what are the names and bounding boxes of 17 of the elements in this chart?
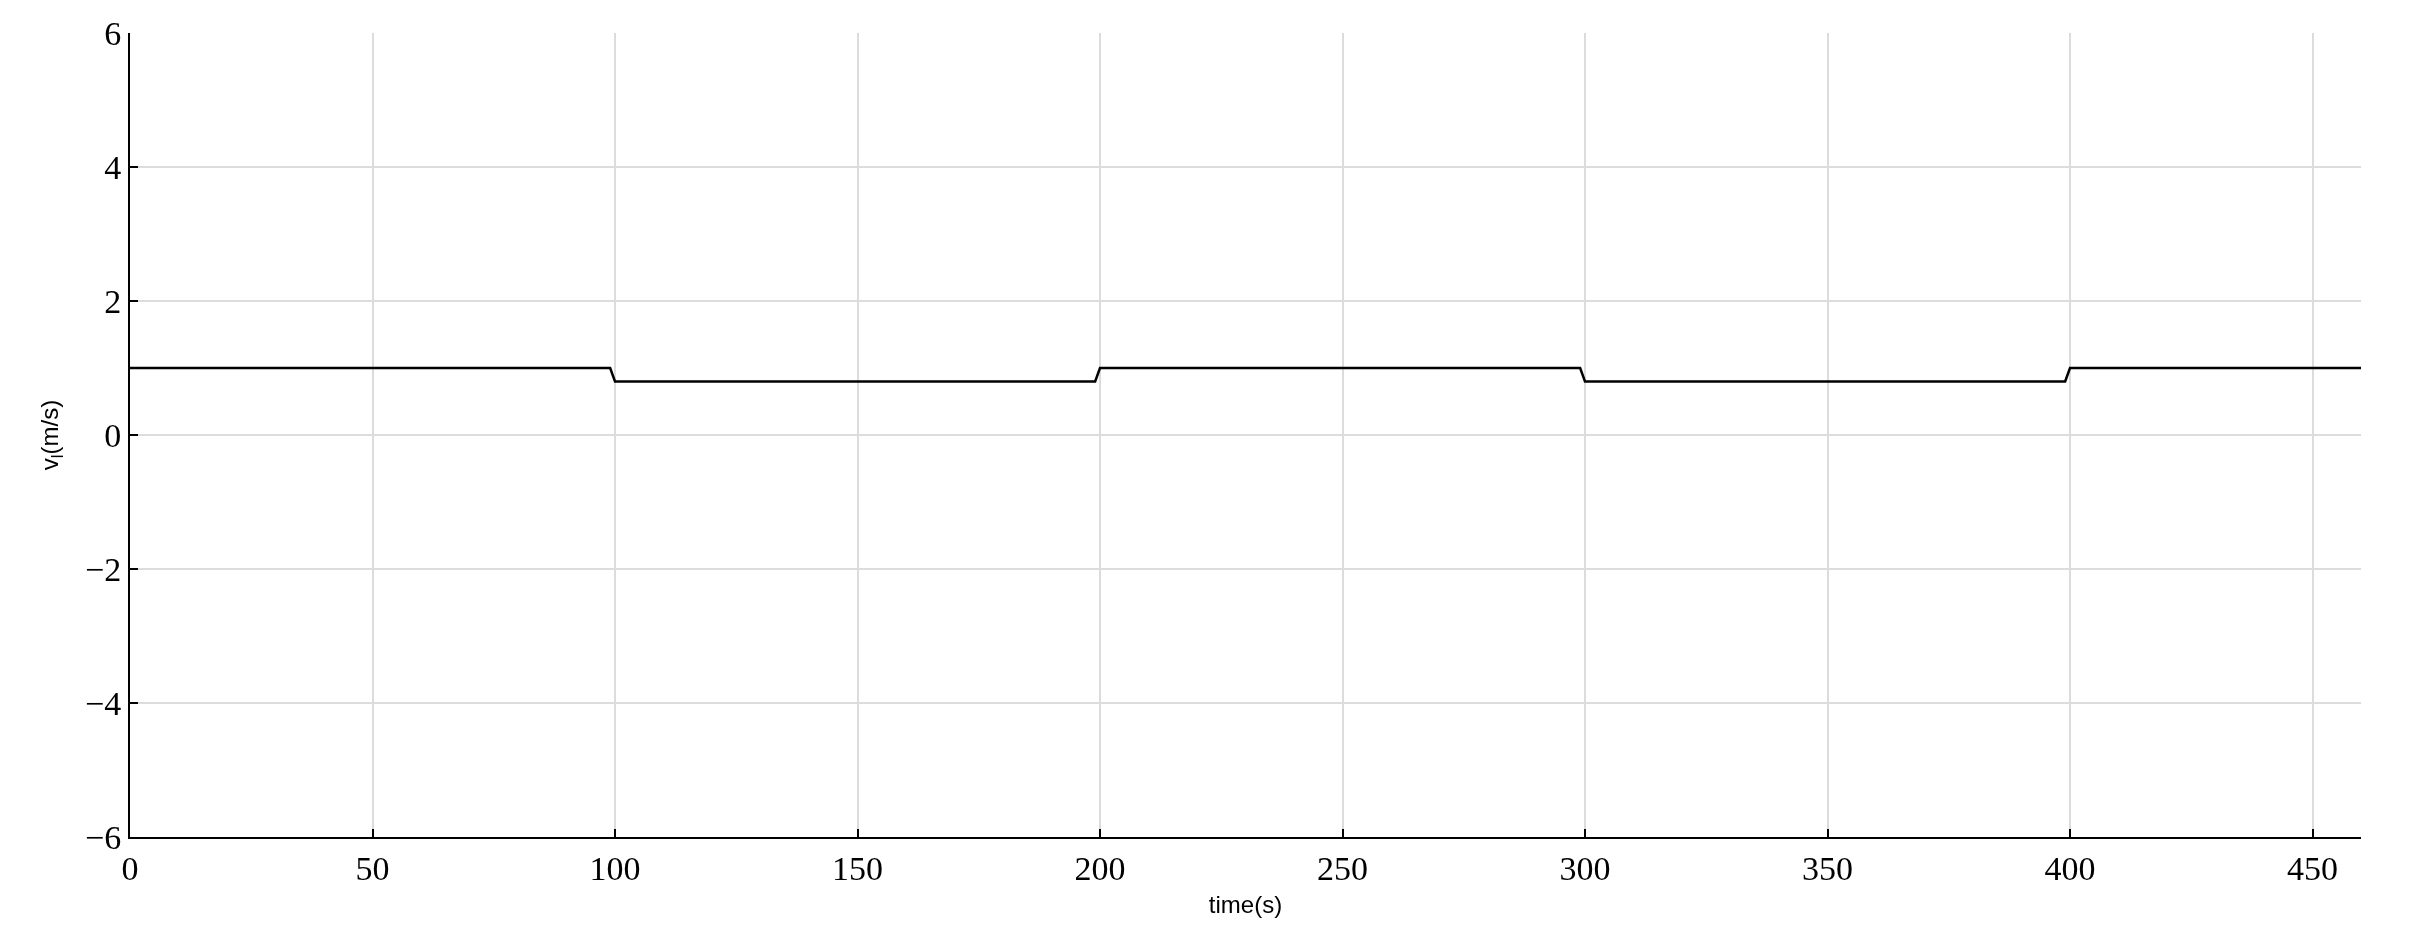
x-tick-label: 100 [589,849,641,887]
y-tick-label: −6 [85,818,122,856]
x-tick-label: 150 [832,849,883,887]
y-tick-label: 2 [104,282,122,320]
x-tick-label: 250 [1317,849,1368,887]
y-tick-label: 4 [104,148,122,186]
y-tick-label: 6 [104,14,122,52]
x-axis-title: time(s) [1208,890,1283,918]
x-tick-label: 200 [1074,849,1126,887]
x-tick-label: 350 [1802,849,1853,887]
y-tick-label: −2 [85,550,122,588]
x-tick-label: 450 [2287,849,2338,887]
x-tick-label: 300 [1559,849,1611,887]
x-tick-label: 400 [2044,849,2096,887]
x-tick-label: 50 [355,849,390,887]
y-tick-label: 0 [104,416,122,454]
y-tick-label: −4 [85,684,122,722]
